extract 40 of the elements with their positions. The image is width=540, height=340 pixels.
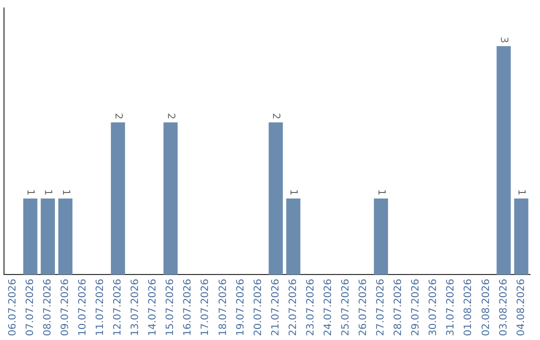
data-label: 1 [288, 189, 299, 196]
x-tick-label: 14.07.2026 [148, 278, 159, 336]
x-tick-label: 21.07.2026 [270, 278, 282, 336]
x-tick-label: 26.07.2026 [358, 278, 370, 336]
x-tick-label: 25.07.2026 [340, 278, 352, 336]
x-tick-label: 23.07.2026 [305, 278, 316, 336]
x-tick-label: 10.07.2026 [77, 278, 88, 336]
data-label: 2 [270, 112, 282, 120]
x-tick-label: 31.07.2026 [446, 278, 457, 336]
x-tick-label: 22.07.2026 [288, 278, 299, 336]
x-tick-label: 17.07.2026 [200, 278, 212, 336]
x-tick-label: 24.07.2026 [322, 278, 334, 336]
x-tick-label: 16.07.2026 [182, 278, 194, 336]
x-tick-label: 13.07.2026 [130, 278, 142, 336]
data-label: 1 [42, 189, 54, 196]
data-label: 1 [516, 189, 527, 196]
x-tick-label: 03.08.2026 [498, 278, 510, 336]
x-tick-label: 12.07.2026 [112, 278, 124, 336]
data-label: 2 [164, 112, 176, 120]
x-tick-label: 28.07.2026 [393, 278, 404, 336]
x-tick-label: 08.07.2026 [42, 278, 54, 336]
x-tick-label: 04.08.2026 [516, 278, 527, 336]
x-tick-label: 27.07.2026 [376, 278, 387, 336]
x-tick-label: 06.07.2026 [7, 278, 18, 336]
data-label: 1 [375, 189, 386, 196]
x-tick-label: 19.07.2026 [235, 278, 246, 336]
x-tick-label: 15.07.2026 [165, 278, 176, 336]
data-label: 3 [498, 36, 510, 44]
x-tick-label: 01.08.2026 [463, 278, 474, 336]
x-tick-label: 02.08.2026 [480, 278, 492, 336]
x-tick-label: 20.07.2026 [252, 278, 264, 336]
x-tick-label: 30.07.2026 [428, 278, 440, 336]
data-label: 2 [112, 112, 124, 120]
x-tick-label: 29.07.2026 [410, 278, 422, 336]
x-tick-label: 09.07.2026 [60, 278, 71, 336]
x-tick-label: 07.07.2026 [24, 278, 36, 336]
x-tick-label: 11.07.2026 [95, 278, 106, 336]
data-label: 1 [60, 189, 71, 196]
data-label: 1 [24, 189, 36, 196]
x-tick-label: 18.07.2026 [218, 278, 229, 336]
